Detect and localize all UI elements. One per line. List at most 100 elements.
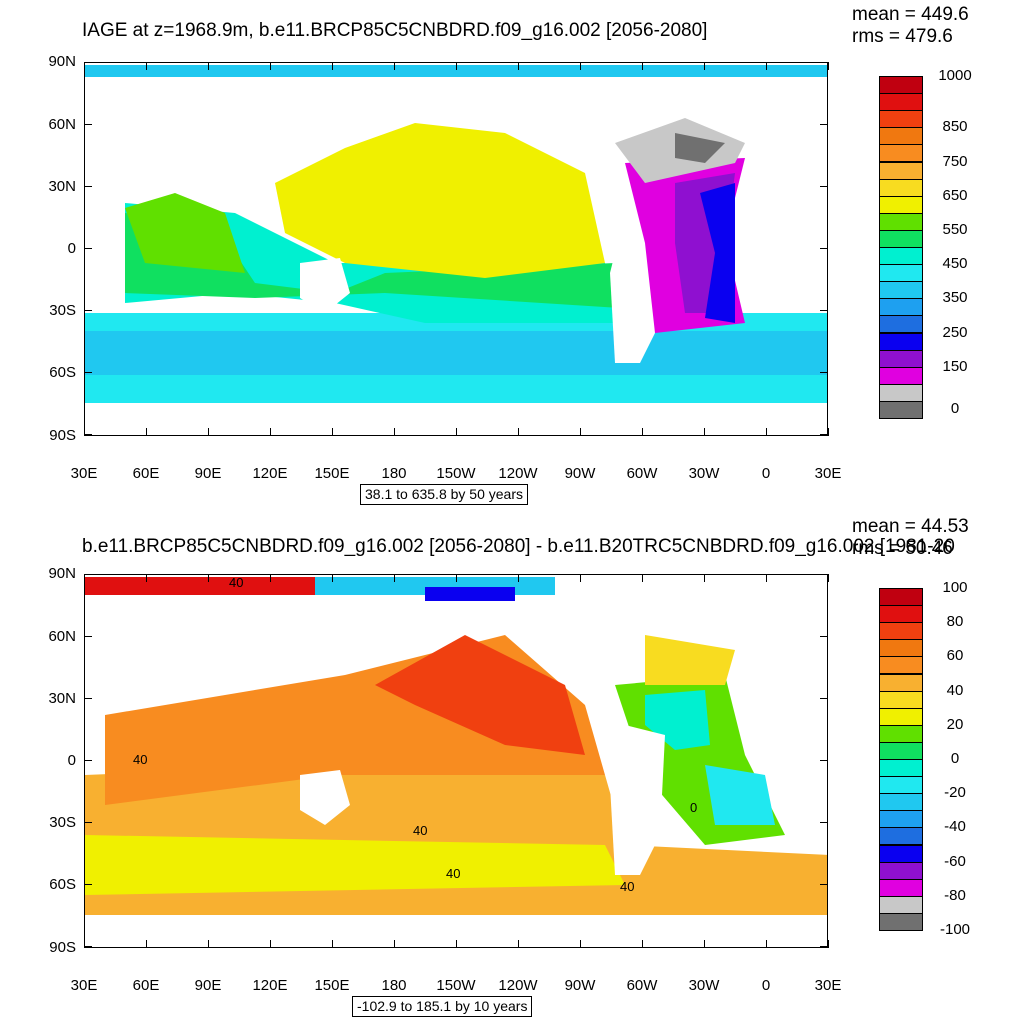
colorbar-label: 0 xyxy=(950,400,960,418)
colorbar-label: -100 xyxy=(939,921,971,938)
colorbar-swatch xyxy=(879,144,923,163)
y-tick xyxy=(820,698,828,699)
y-tick xyxy=(820,946,828,947)
lon-label: 60E xyxy=(132,465,160,482)
colorbar-swatch xyxy=(879,93,923,112)
x-tick xyxy=(146,62,147,70)
colorbar-label: -40 xyxy=(944,818,966,836)
colorbar-swatch xyxy=(879,349,923,368)
lat-label: 60N xyxy=(48,116,76,133)
field-indian-green xyxy=(125,193,245,273)
contour-label: 40 xyxy=(133,752,148,767)
x-tick xyxy=(828,428,829,436)
y-tick xyxy=(84,310,92,311)
colorbar-swatch xyxy=(879,605,923,624)
x-tick xyxy=(270,428,271,436)
x-tick xyxy=(766,574,767,582)
land-australia xyxy=(300,258,350,313)
x-tick xyxy=(642,62,643,70)
lon-label: 90W xyxy=(564,977,596,994)
colorbar-swatch xyxy=(879,776,923,795)
lat-label: 90N xyxy=(48,565,76,582)
x-tick xyxy=(332,62,333,70)
lat-label: 0 xyxy=(67,752,76,769)
lon-label: 150E xyxy=(314,977,350,994)
lon-label: 120W xyxy=(498,977,538,994)
x-tick xyxy=(642,940,643,948)
colorbar xyxy=(879,76,923,419)
field-atlantic-cyan-2 xyxy=(705,765,775,825)
field-arctic-red xyxy=(85,577,315,595)
lon-label: 180 xyxy=(381,977,407,994)
x-tick xyxy=(704,940,705,948)
field-tropics-green xyxy=(125,213,620,308)
y-tick xyxy=(820,372,828,373)
colorbar xyxy=(879,588,923,931)
colorbar-swatch xyxy=(879,76,923,95)
lon-label: 90E xyxy=(194,465,222,482)
x-tick xyxy=(146,940,147,948)
field-atlantic-blue xyxy=(700,183,735,323)
y-tick xyxy=(84,248,92,249)
x-tick xyxy=(580,428,581,436)
colorbar-swatch xyxy=(879,588,923,607)
colorbar-swatch xyxy=(879,383,923,402)
colorbar-swatch xyxy=(879,332,923,351)
y-tick xyxy=(84,186,92,187)
x-tick xyxy=(394,62,395,70)
contour-label: 40 xyxy=(413,823,428,838)
colorbar-label: 250 xyxy=(942,323,968,341)
lon-label: 60E xyxy=(132,977,160,994)
colorbar-swatch xyxy=(879,195,923,214)
lon-label: 60W xyxy=(626,465,658,482)
lat-label: 30N xyxy=(48,690,76,707)
contour-label: 40 xyxy=(229,575,244,590)
colorbar-swatch xyxy=(879,810,923,829)
y-tick xyxy=(820,822,828,823)
y-tick xyxy=(820,636,828,637)
colorbar-label: -60 xyxy=(944,852,966,870)
colorbar-label: 100 xyxy=(942,579,968,596)
map-field-svg xyxy=(85,577,827,915)
y-tick xyxy=(84,884,92,885)
mean-stat: mean = 449.6 xyxy=(852,4,969,25)
x-tick xyxy=(270,940,271,948)
rms-stat: rms = 50.46 xyxy=(852,538,953,559)
x-tick xyxy=(828,940,829,948)
rms-stat: rms = 479.6 xyxy=(852,26,953,47)
x-tick xyxy=(332,428,333,436)
x-tick xyxy=(642,574,643,582)
x-tick xyxy=(146,428,147,436)
contour-label: 40 xyxy=(446,866,461,881)
lat-label: 60N xyxy=(48,628,76,645)
colorbar-swatch xyxy=(879,639,923,658)
colorbar-label: 20 xyxy=(946,715,964,733)
lat-label: 60S xyxy=(49,364,76,381)
field-natl-darkgrey xyxy=(675,133,725,163)
colorbar-swatch xyxy=(879,759,923,778)
colorbar-swatch xyxy=(879,673,923,692)
map-field-svg xyxy=(85,65,827,403)
y-tick xyxy=(820,760,828,761)
map-plot xyxy=(84,574,828,948)
x-tick xyxy=(208,62,209,70)
contour-label: 0 xyxy=(690,800,698,815)
field-pacific-yellow xyxy=(275,123,605,278)
map-plot xyxy=(84,62,828,436)
x-tick xyxy=(208,940,209,948)
x-tick xyxy=(84,428,85,436)
lat-label: 90S xyxy=(49,427,76,444)
x-tick xyxy=(394,940,395,948)
x-tick xyxy=(456,428,457,436)
colorbar-swatch xyxy=(879,690,923,709)
colorbar-swatch xyxy=(879,366,923,385)
y-tick xyxy=(84,124,92,125)
lon-label: 30E xyxy=(814,465,842,482)
x-tick xyxy=(766,62,767,70)
lat-label: 90S xyxy=(49,939,76,956)
colorbar-label: 60 xyxy=(946,647,964,665)
colorbar-swatch xyxy=(879,741,923,760)
y-tick xyxy=(84,574,92,575)
lat-label: 90N xyxy=(48,53,76,70)
colorbar-label: 150 xyxy=(942,357,968,375)
